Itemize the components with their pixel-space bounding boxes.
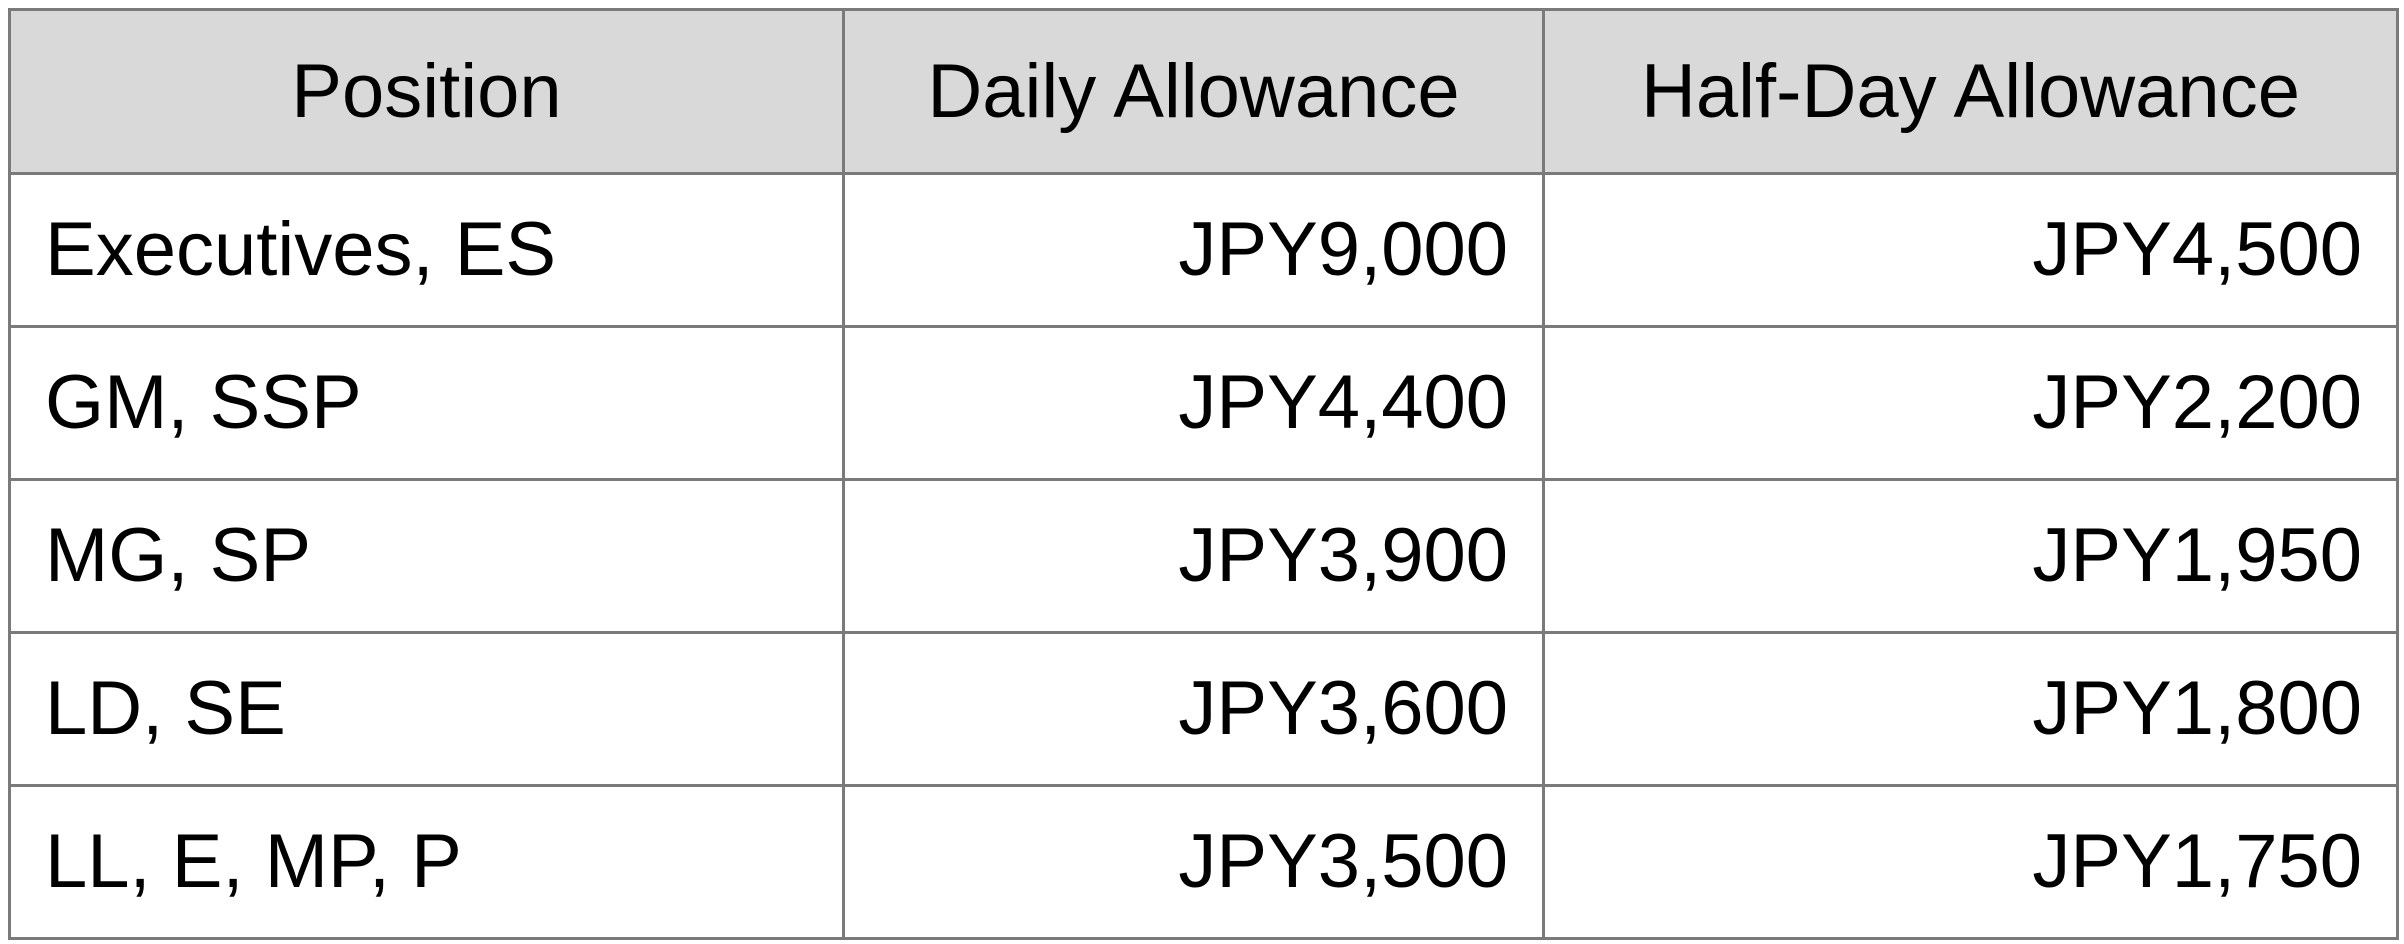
table-row: Executives, ES JPY9,000 JPY4,500 <box>8 172 2399 328</box>
cell-half-day-allowance: JPY2,200 <box>1542 325 2399 481</box>
cell-half-day-allowance: JPY1,800 <box>1542 631 2399 787</box>
header-daily-allowance: Daily Allowance <box>842 8 1545 175</box>
header-half-day-allowance: Half-Day Allowance <box>1542 8 2399 175</box>
cell-daily-allowance: JPY3,500 <box>842 784 1545 940</box>
cell-daily-allowance: JPY3,600 <box>842 631 1545 787</box>
allowance-table: Position Daily Allowance Half-Day Allowa… <box>8 8 2399 940</box>
cell-daily-allowance: JPY4,400 <box>842 325 1545 481</box>
table-body: Executives, ES JPY9,000 JPY4,500 GM, SSP… <box>8 172 2399 940</box>
cell-position: Executives, ES <box>8 172 845 328</box>
cell-daily-allowance: JPY9,000 <box>842 172 1545 328</box>
cell-half-day-allowance: JPY1,750 <box>1542 784 2399 940</box>
table-row: LL, E, MP, P JPY3,500 JPY1,750 <box>8 784 2399 940</box>
table-row: GM, SSP JPY4,400 JPY2,200 <box>8 325 2399 481</box>
table-row: LD, SE JPY3,600 JPY1,800 <box>8 631 2399 787</box>
header-row: Position Daily Allowance Half-Day Allowa… <box>8 8 2399 175</box>
cell-position: LL, E, MP, P <box>8 784 845 940</box>
cell-position: GM, SSP <box>8 325 845 481</box>
cell-half-day-allowance: JPY4,500 <box>1542 172 2399 328</box>
table-header: Position Daily Allowance Half-Day Allowa… <box>8 8 2399 175</box>
cell-half-day-allowance: JPY1,950 <box>1542 478 2399 634</box>
cell-position: MG, SP <box>8 478 845 634</box>
table-row: MG, SP JPY3,900 JPY1,950 <box>8 478 2399 634</box>
header-position: Position <box>8 8 845 175</box>
cell-daily-allowance: JPY3,900 <box>842 478 1545 634</box>
cell-position: LD, SE <box>8 631 845 787</box>
